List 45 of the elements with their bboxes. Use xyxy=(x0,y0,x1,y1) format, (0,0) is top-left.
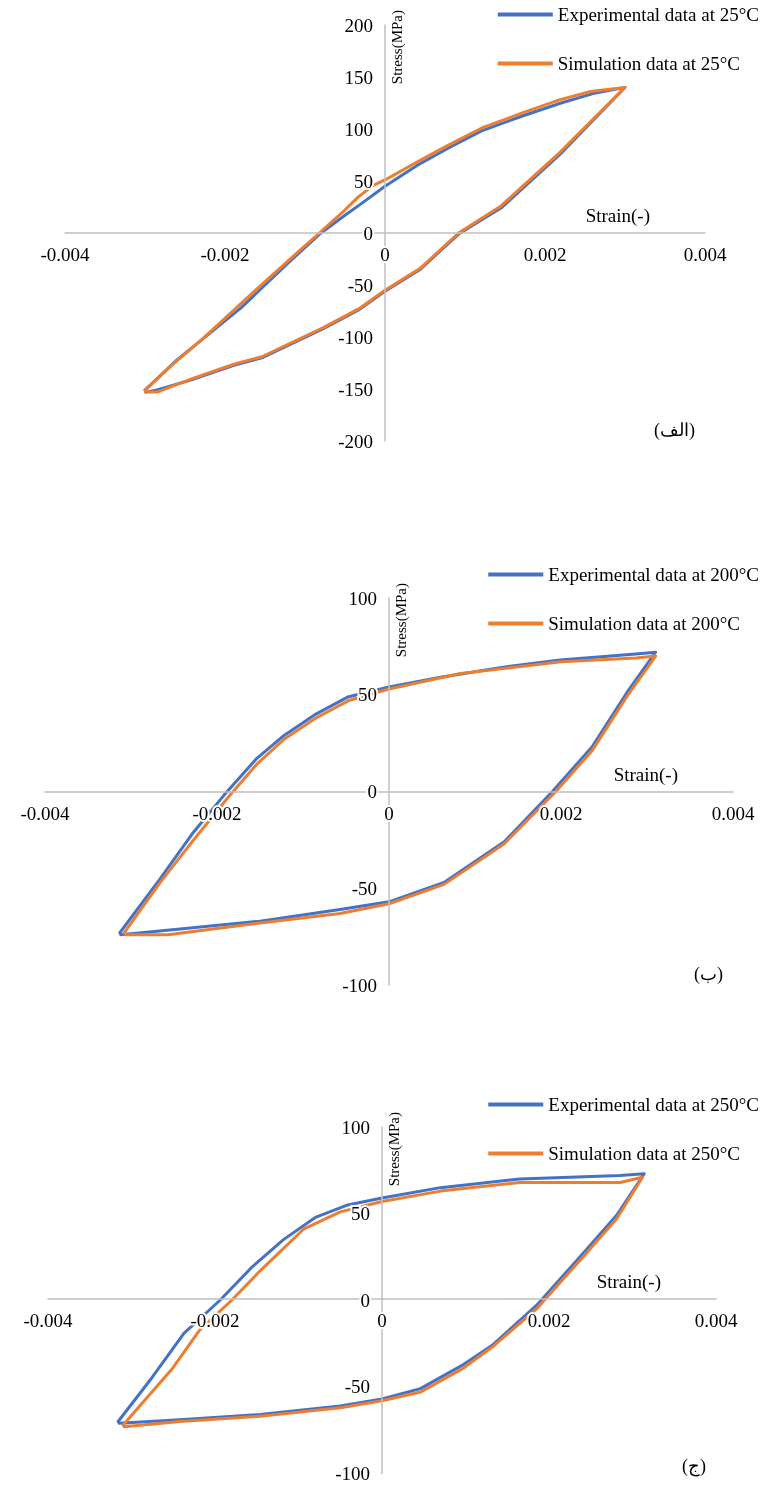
x-tick-label: 0.002 xyxy=(527,1309,571,1331)
legend-label: Simulation data at 250°C xyxy=(548,1143,741,1164)
y-tick-label: -50 xyxy=(347,274,373,296)
x-tick-label: -0.004 xyxy=(20,802,71,824)
x-tick-label: 0.004 xyxy=(683,244,727,265)
x-tick-label: 0.004 xyxy=(694,1309,738,1331)
y-tick-label: 100 xyxy=(348,587,377,609)
y-tick-label: 0 xyxy=(363,222,373,244)
x-tick-label: 0.002 xyxy=(539,802,583,824)
x-tick-label: 0 xyxy=(380,244,390,265)
x-axis-title: Strain(-) xyxy=(613,763,678,786)
y-tick-label: 100 xyxy=(344,118,373,140)
y-tick-label: 200 xyxy=(344,14,373,36)
x-tick-label: 0 xyxy=(384,802,394,824)
legend-label: Experimental data at 200°C xyxy=(548,564,760,585)
y-axis-title: Stress(MPa) xyxy=(388,10,406,85)
y-tick-label: -100 xyxy=(342,974,377,996)
x-axis-title: Strain(-) xyxy=(596,1270,661,1293)
legend-label: Simulation data at 200°C xyxy=(548,613,741,634)
y-tick-label: -150 xyxy=(338,378,373,400)
x-tick-label: -0.002 xyxy=(200,244,250,265)
legend-label: Experimental data at 250°C xyxy=(548,1094,760,1115)
y-tick-label: -50 xyxy=(351,877,377,899)
x-tick-label: -0.004 xyxy=(40,244,91,265)
legend-label: Experimental data at 25°C xyxy=(557,4,760,25)
y-tick-label: -50 xyxy=(344,1376,370,1398)
y-axis-title: Stress(MPa) xyxy=(392,583,410,658)
y-tick-label: 0 xyxy=(360,1289,370,1311)
legend-label: Simulation data at 25°C xyxy=(557,53,741,74)
y-tick-label: -200 xyxy=(338,430,373,452)
x-tick-label: 0.004 xyxy=(711,802,755,824)
annotation: (ب) xyxy=(694,964,724,985)
y-tick-label: 50 xyxy=(351,1203,370,1225)
annotation: (الف) xyxy=(654,420,696,441)
x-tick-label: 0.002 xyxy=(523,244,567,265)
y-tick-label: 100 xyxy=(341,1116,370,1138)
x-tick-label: -0.004 xyxy=(23,1309,74,1331)
y-tick-label: 150 xyxy=(344,66,373,88)
y-tick-label: -100 xyxy=(335,1463,370,1484)
x-axis-title: Strain(-) xyxy=(585,205,650,227)
y-tick-label: 0 xyxy=(367,781,377,802)
y-tick-label: 50 xyxy=(354,170,373,192)
annotation: (ج) xyxy=(682,1456,707,1477)
y-tick-label: -100 xyxy=(338,326,373,348)
y-axis-title: Stress(MPa) xyxy=(385,1112,403,1187)
